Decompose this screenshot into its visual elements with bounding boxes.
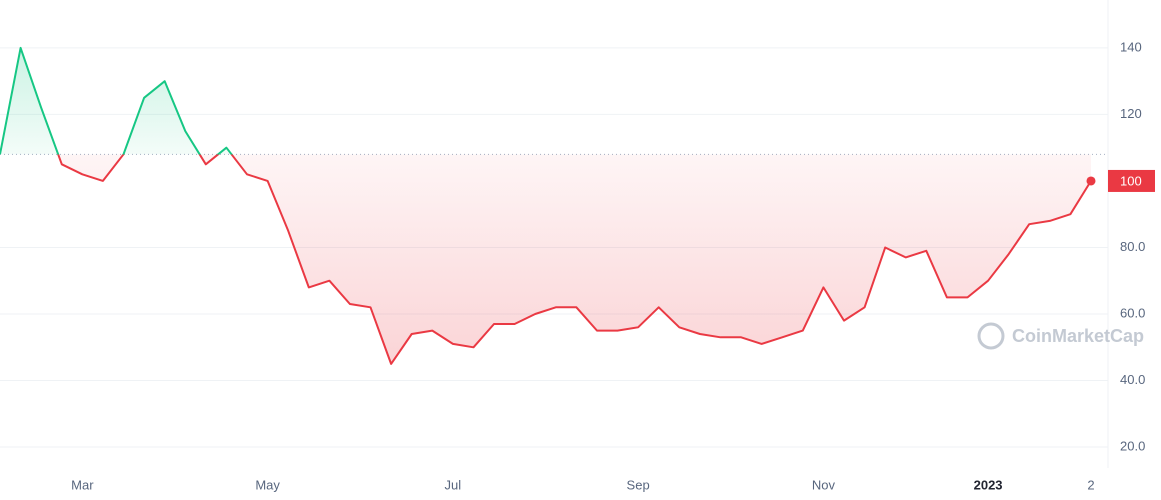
watermark: CoinMarketCap xyxy=(977,322,1144,350)
x-tick-label: Jul xyxy=(445,477,462,492)
watermark-text: CoinMarketCap xyxy=(1012,326,1144,346)
watermark-logo xyxy=(977,322,1005,350)
x-tick-label: Mar xyxy=(71,477,94,492)
x-tick-label: 2 xyxy=(1087,477,1094,492)
x-tick-label: 2023 xyxy=(974,477,1003,492)
price-badge-label: 100 xyxy=(1120,173,1142,188)
y-tick-label: 40.0 xyxy=(1120,372,1145,387)
last-point xyxy=(1086,176,1096,186)
x-tick-label: May xyxy=(255,477,280,492)
y-tick-label: 20.0 xyxy=(1120,438,1145,453)
price-line xyxy=(0,46,1092,365)
price-badge xyxy=(1108,169,1155,192)
area-fill xyxy=(0,47,1091,364)
y-tick-label: 80.0 xyxy=(1120,239,1145,254)
y-tick-label: 140 xyxy=(1120,39,1142,54)
y-tick-label: 60.0 xyxy=(1120,305,1145,320)
y-tick-label: 120 xyxy=(1120,106,1142,121)
x-tick-label: Sep xyxy=(627,477,650,492)
x-tick-label: Nov xyxy=(812,477,836,492)
